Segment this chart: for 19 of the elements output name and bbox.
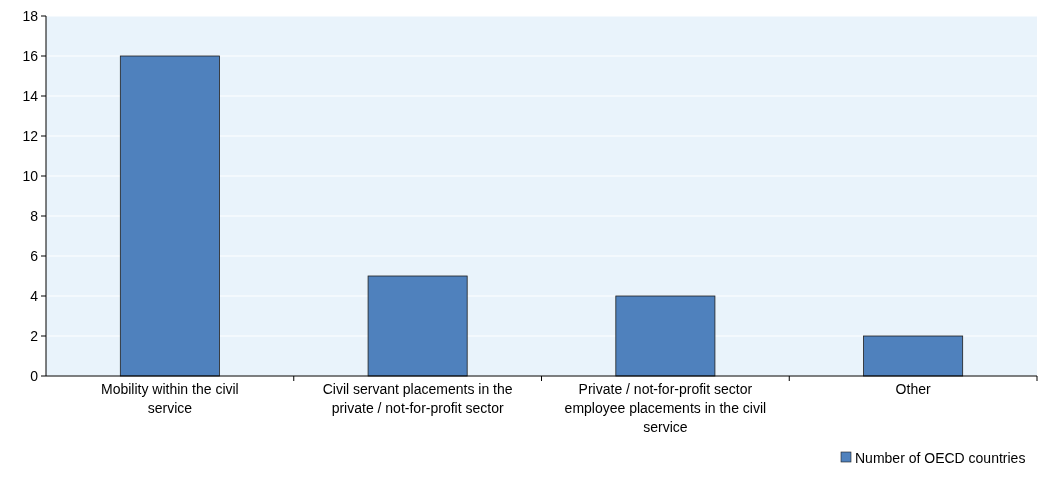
x-tick-label: Other: [895, 381, 931, 397]
y-tick-label: 10: [22, 167, 39, 184]
x-tick-label: Private / not-for-profit sector employee placements in the civil service: [564, 381, 767, 435]
y-tick-label: 2: [30, 327, 39, 344]
y-tick-label: 8: [30, 207, 39, 224]
legend-label: Number of OECD countries: [855, 449, 1026, 466]
y-tick-label: 18: [22, 7, 39, 24]
bar: [615, 295, 716, 377]
bar: [367, 275, 468, 377]
x-tick-label: Civil servant placements in the private / not-for-profit sector: [322, 381, 513, 416]
y-tick-label: 4: [30, 287, 39, 304]
y-tick-label: 16: [22, 47, 39, 64]
bar: [863, 335, 964, 377]
bar: [119, 55, 220, 377]
y-tick-label: 14: [22, 87, 39, 104]
y-tick-label: 6: [30, 247, 39, 264]
x-tick-label: Mobility within the civil service: [101, 381, 239, 416]
y-tick-label: 12: [22, 127, 39, 144]
y-tick-label: 0: [30, 367, 39, 384]
